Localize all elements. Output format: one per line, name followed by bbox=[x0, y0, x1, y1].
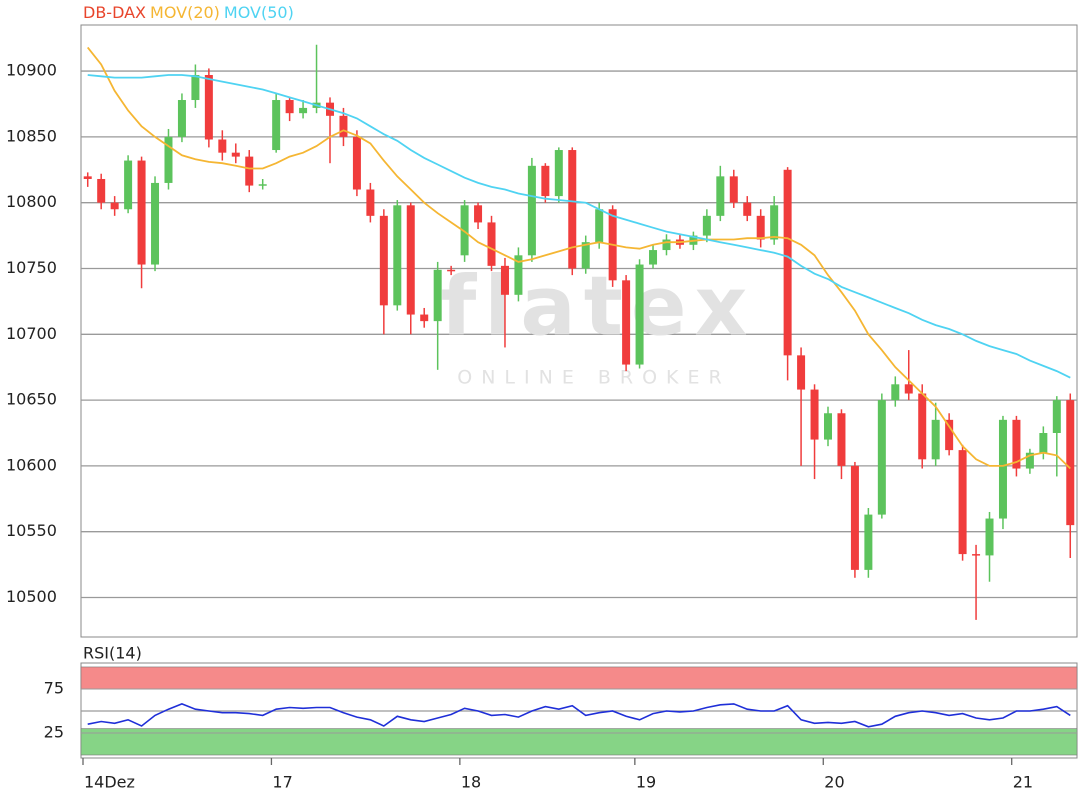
candle-body bbox=[500, 265, 509, 295]
candle-body bbox=[352, 136, 361, 190]
candle-body bbox=[662, 239, 671, 251]
candle-body bbox=[877, 400, 886, 515]
y-tick-label: 10700 bbox=[6, 324, 57, 343]
candle-body bbox=[177, 100, 186, 137]
candle-body bbox=[137, 160, 146, 265]
zone-band bbox=[80, 666, 1078, 690]
legend-entry: MOV(20) bbox=[150, 3, 220, 22]
candle-body bbox=[554, 150, 563, 197]
y-tick-label: 10650 bbox=[6, 390, 57, 409]
candle-body bbox=[837, 413, 846, 466]
candle-body bbox=[474, 205, 483, 223]
candle-body bbox=[595, 209, 604, 243]
candle-body bbox=[366, 189, 375, 216]
candle-body bbox=[83, 176, 92, 179]
candle-body bbox=[191, 75, 200, 101]
plot-area bbox=[80, 24, 1078, 638]
y-tick-label: 10600 bbox=[6, 455, 57, 474]
candle-body bbox=[124, 160, 133, 210]
candle-body bbox=[285, 100, 294, 114]
x-tick-label: 19 bbox=[636, 773, 656, 792]
candle-body bbox=[272, 100, 281, 151]
candle-body bbox=[918, 393, 927, 460]
candle-body bbox=[972, 554, 981, 556]
candle-body bbox=[850, 465, 859, 570]
y-tick-label: 75 bbox=[44, 678, 64, 697]
x-tick-label: 20 bbox=[824, 773, 844, 792]
y-tick-label: 10900 bbox=[6, 61, 57, 80]
candle-body bbox=[258, 184, 267, 186]
candle-body bbox=[998, 419, 1007, 519]
candle-body bbox=[339, 115, 348, 137]
candle-body bbox=[985, 518, 994, 556]
chart-title: DB-DAX bbox=[83, 3, 146, 22]
candle-body bbox=[1039, 433, 1048, 453]
candle-body bbox=[204, 75, 213, 140]
candle-body bbox=[514, 255, 523, 295]
y-tick-label: 10550 bbox=[6, 521, 57, 540]
candle-body bbox=[891, 384, 900, 401]
candle-body bbox=[433, 269, 442, 322]
candle-body bbox=[756, 215, 765, 240]
candle-body bbox=[487, 222, 496, 266]
candle-body bbox=[945, 419, 954, 451]
moving-average-line bbox=[86, 46, 1071, 470]
candle-body bbox=[447, 269, 456, 272]
candle-body bbox=[379, 215, 388, 306]
candle-body bbox=[635, 264, 644, 365]
candle-body bbox=[904, 384, 913, 394]
candle-body bbox=[541, 165, 550, 197]
y-tick-label: 10800 bbox=[6, 192, 57, 211]
candle-body bbox=[97, 178, 106, 203]
candle-body bbox=[743, 202, 752, 216]
candle-body bbox=[1066, 400, 1075, 526]
moving-average-line bbox=[87, 74, 1071, 379]
rsi-line bbox=[87, 703, 1071, 728]
candle-body bbox=[649, 250, 658, 265]
candle-body bbox=[568, 150, 577, 269]
x-tick-label: 18 bbox=[461, 773, 481, 792]
candle-body bbox=[110, 202, 119, 210]
watermark-tagline: ONLINE BROKER bbox=[457, 367, 730, 389]
panel-title: RSI(14) bbox=[83, 644, 142, 663]
candle-body bbox=[231, 152, 240, 157]
watermark-brand: flatex bbox=[441, 259, 756, 354]
candle-body bbox=[151, 182, 160, 265]
candle-body bbox=[864, 514, 873, 570]
candle-body bbox=[393, 205, 402, 306]
candle-body bbox=[810, 389, 819, 440]
candle-body bbox=[797, 355, 806, 390]
candle-body bbox=[218, 139, 227, 153]
candle-body bbox=[406, 205, 415, 315]
candle-body bbox=[729, 176, 738, 203]
candle-body bbox=[1012, 419, 1021, 469]
candle-body bbox=[581, 242, 590, 269]
legend-entry: MOV(50) bbox=[224, 3, 294, 22]
candle-body bbox=[1052, 400, 1061, 433]
x-tick-label: 14Dez bbox=[84, 773, 135, 792]
y-tick-label: 10500 bbox=[6, 587, 57, 606]
candle-body bbox=[527, 165, 536, 256]
candle-body bbox=[299, 107, 308, 114]
candle-body bbox=[958, 450, 967, 555]
candle-body bbox=[770, 205, 779, 240]
y-tick-label: 10750 bbox=[6, 258, 57, 277]
candle-body bbox=[931, 419, 940, 460]
candle-body bbox=[716, 176, 725, 216]
candle-body bbox=[702, 215, 711, 236]
candle-body bbox=[824, 413, 832, 440]
x-tick-label: 17 bbox=[272, 773, 292, 792]
candle-body bbox=[783, 169, 792, 356]
y-tick-label: 10850 bbox=[6, 126, 57, 145]
x-tick-label: 21 bbox=[1013, 773, 1033, 792]
candle-body bbox=[1025, 452, 1034, 469]
candle-body bbox=[460, 205, 469, 256]
candle-body bbox=[245, 156, 254, 186]
candle-body bbox=[164, 136, 173, 183]
candle-body bbox=[622, 280, 631, 365]
y-tick-label: 25 bbox=[44, 722, 64, 741]
legend: DB-DAX MOV(20) MOV(50) bbox=[83, 3, 294, 22]
candle-body bbox=[420, 314, 429, 322]
